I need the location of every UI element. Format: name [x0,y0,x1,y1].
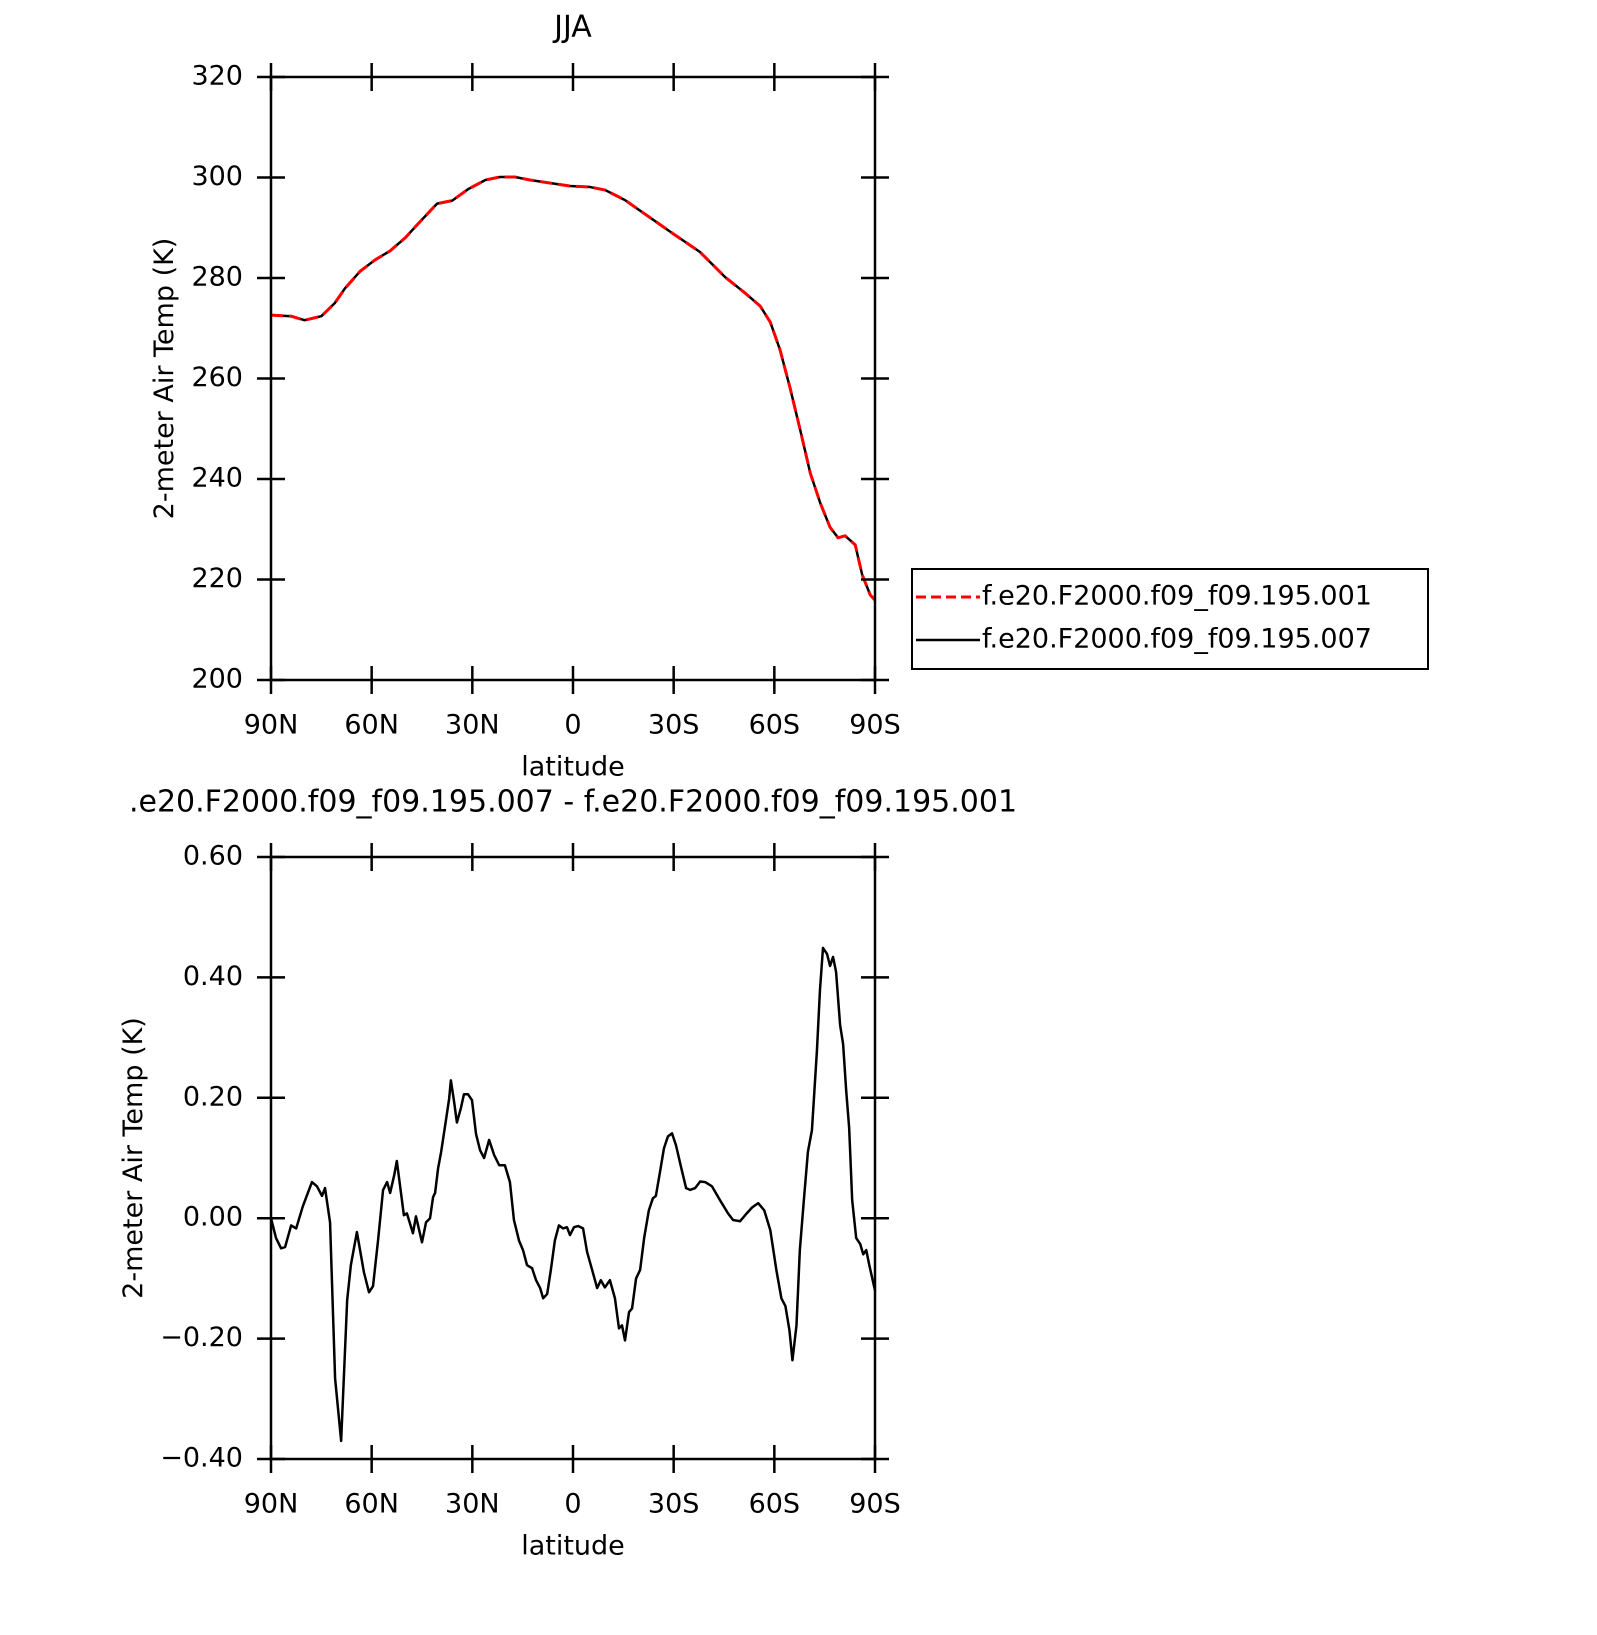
legend-label: f.e20.F2000.f09_f09.195.001 [982,581,1372,612]
x-tick-label: 60S [749,1489,801,1520]
data-line [269,946,877,1443]
y-tick-label: 320 [191,61,243,92]
plot-frame [269,855,877,1461]
x-axis-label: latitude [521,1531,625,1562]
x-tick-label: 30S [648,710,700,741]
data-line [270,175,876,601]
data-line [270,175,877,602]
x-tick-label: 60S [749,710,801,741]
x-tick-label: 90S [849,1489,901,1520]
legend-box [911,568,1429,670]
x-tick-label: 30N [445,1489,500,1520]
y-tick-label: 300 [191,161,243,192]
y-axis-label: 2-meter Air Temp (K) [118,1017,149,1299]
y-tick-label: −0.20 [160,1322,243,1353]
y-tick-label: 0.00 [183,1202,243,1233]
y-tick-label: 0.60 [183,841,243,872]
legend-label: f.e20.F2000.f09_f09.195.007 [982,624,1372,655]
x-axis-label: latitude [521,752,625,783]
chart: JJA 200 220 240 260 280 300 320 90N 60N 30N 0 30S 60S… [149,10,1429,783]
x-tick-label: 30N [445,710,500,741]
x-tick-label: 60N [344,1489,399,1520]
y-tick-label: 240 [191,463,243,494]
x-tick-label: 90S [849,710,901,741]
y-tick-label: 220 [191,563,243,594]
x-tick-label: 0 [564,1489,581,1520]
x-tick-label: 0 [564,710,581,741]
y-tick-label: 260 [191,362,243,393]
chart: .e20.F2000.f09_f09.195.007 - f.e20.F2000… [118,785,1017,1562]
chart-title: .e20.F2000.f09_f09.195.007 - f.e20.F2000… [129,785,1017,820]
y-tick-label: 280 [191,262,243,293]
y-tick-label: 200 [191,664,243,695]
plot-frame [269,75,877,682]
x-tick-label: 90N [244,710,299,741]
y-axis-label: 2-meter Air Temp (K) [149,238,180,520]
x-tick-label: 60N [344,710,399,741]
y-tick-label: 0.20 [183,1081,243,1112]
x-tick-label: 30S [648,1489,700,1520]
chart-title: JJA [552,10,592,45]
y-tick-label: −0.40 [160,1443,243,1474]
y-tick-label: 0.40 [183,961,243,992]
x-tick-label: 90N [244,1489,299,1520]
